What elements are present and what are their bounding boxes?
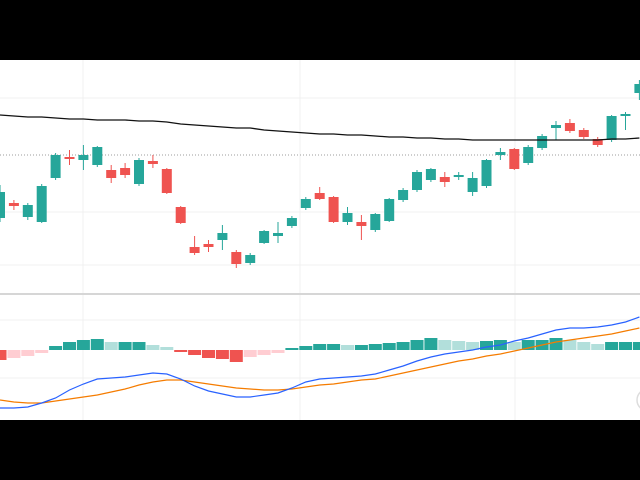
candle-body xyxy=(64,157,75,159)
histogram-bar xyxy=(341,345,354,350)
candle-body xyxy=(523,147,534,163)
histogram-bar xyxy=(63,342,76,350)
histogram-bar xyxy=(146,345,160,350)
histogram-bar xyxy=(382,343,396,350)
histogram-bar xyxy=(299,346,313,350)
candle-body xyxy=(217,233,228,240)
candle-body xyxy=(398,190,409,200)
histogram-bar xyxy=(313,344,327,350)
candle-body xyxy=(273,233,283,236)
histogram-bar xyxy=(76,340,90,350)
histogram-bar xyxy=(104,342,118,350)
candle-body xyxy=(286,218,297,226)
histogram-bar xyxy=(507,342,521,350)
candle-body xyxy=(175,207,186,223)
candle-body xyxy=(120,168,131,175)
histogram-bar xyxy=(619,342,632,350)
histogram-bar xyxy=(202,350,215,358)
histogram-bar xyxy=(466,342,480,350)
histogram-bar xyxy=(229,350,243,362)
histogram-bar xyxy=(243,350,257,357)
scroll-button[interactable] xyxy=(636,389,640,411)
candle-body xyxy=(300,199,311,208)
histogram-bar xyxy=(605,342,619,350)
histogram-bar xyxy=(424,338,438,350)
candle-body xyxy=(0,192,5,218)
candle-body xyxy=(412,172,422,190)
histogram-bar xyxy=(271,350,285,353)
histogram-bar xyxy=(354,345,368,350)
candle-body xyxy=(384,199,395,221)
candle-body xyxy=(495,152,506,155)
histogram-bar xyxy=(563,340,577,350)
histogram-bar xyxy=(257,350,271,355)
histogram-bar xyxy=(0,350,7,360)
candle-body xyxy=(439,177,450,182)
candle-body xyxy=(467,178,478,192)
histogram-bar xyxy=(49,346,63,350)
candle-body xyxy=(259,231,270,243)
histogram-bar xyxy=(160,347,174,350)
histogram-bar xyxy=(521,340,535,350)
candle-body xyxy=(620,114,631,116)
histogram-bar xyxy=(215,350,229,359)
candle-body xyxy=(481,160,492,186)
moving-average xyxy=(0,114,640,141)
candle-body xyxy=(8,203,19,206)
histogram-bar xyxy=(577,342,591,350)
histogram-bar xyxy=(7,350,21,358)
histogram-bar xyxy=(285,348,299,350)
histogram-bar xyxy=(327,344,341,350)
candle-body xyxy=(564,123,575,131)
candle-body xyxy=(551,125,561,128)
histogram-bar xyxy=(396,342,410,350)
histogram-bar xyxy=(438,340,452,350)
candle-body xyxy=(509,149,520,169)
candle-body xyxy=(50,155,61,178)
histogram-bar xyxy=(368,344,382,350)
candle-body xyxy=(453,175,464,177)
candle-body xyxy=(22,205,33,217)
signal-line xyxy=(0,327,640,404)
candle-body xyxy=(36,186,47,222)
histogram-bar xyxy=(21,350,35,356)
candle-body xyxy=(606,116,617,140)
candle-body xyxy=(578,130,589,137)
candle-body xyxy=(370,214,381,230)
candle-body xyxy=(106,170,117,178)
histogram-bar xyxy=(118,342,132,350)
candle-body xyxy=(203,244,214,247)
candle-body xyxy=(92,147,103,165)
candle-body xyxy=(134,160,144,184)
candle-body xyxy=(161,169,172,193)
candle-body xyxy=(342,213,353,222)
histogram-bar xyxy=(90,339,104,350)
candle-body xyxy=(356,222,367,226)
candle-body xyxy=(537,136,548,148)
histogram-bar xyxy=(35,350,49,353)
candle-body xyxy=(425,169,436,180)
histogram-bar xyxy=(549,338,563,350)
candle-body xyxy=(147,161,158,164)
candle-body xyxy=(634,84,640,93)
histogram-bar xyxy=(132,342,146,350)
macd-line xyxy=(0,316,640,409)
candle-body xyxy=(78,155,89,160)
candle-body xyxy=(328,197,339,222)
candle-body xyxy=(592,139,603,145)
chart-area xyxy=(0,60,640,420)
candle-body xyxy=(189,247,200,253)
histogram-bar xyxy=(174,350,188,352)
histogram-bar xyxy=(632,342,640,350)
histogram-bar xyxy=(188,350,202,355)
histogram-bar xyxy=(591,344,605,350)
histogram-bar xyxy=(452,341,466,350)
candle-body xyxy=(314,193,325,199)
histogram-bar xyxy=(480,341,493,350)
candle-body xyxy=(245,255,256,263)
candle-body xyxy=(231,252,242,264)
histogram-bar xyxy=(410,340,424,350)
